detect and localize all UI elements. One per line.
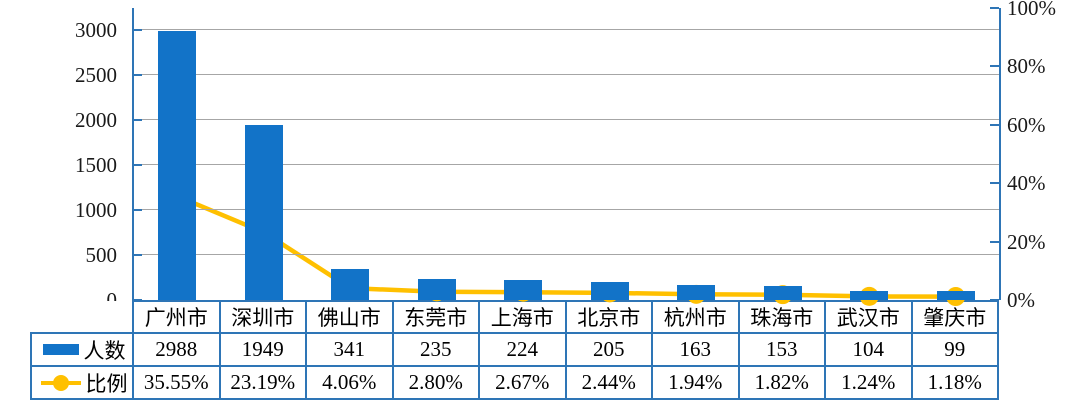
y-right-label: 100% [1007,0,1056,20]
percent-cell: 1.82% [737,365,826,400]
bar-佛山市 [331,269,370,300]
bar-series-swatch-icon [42,344,79,355]
count-cell: 1949 [218,332,307,367]
count-cell: 235 [391,332,480,367]
right-axis-tick [990,240,999,243]
city-cell: 北京市 [564,300,653,334]
bar-上海市 [504,279,543,300]
gridline [134,164,999,165]
percent-cell: 4.06% [305,365,394,400]
left-axis-tick [134,119,142,121]
bar-武汉市 [850,290,889,300]
city-cell: 珠海市 [737,300,826,334]
city-cell: 广州市 [132,300,221,334]
left-axis-tick [134,74,142,76]
y-right-label: 20% [1007,229,1046,254]
right-axis-tick [990,65,999,68]
right-axis-tick [990,7,999,9]
bar-肇庆市 [936,291,975,300]
right-axis-tick [990,182,999,185]
count-cell: 341 [305,332,394,367]
empty-corner-cell [31,301,133,333]
y-left-label: 500 [85,243,118,267]
city-cell: 武汉市 [824,300,913,334]
count-cell: 205 [564,332,653,367]
percent-cell: 35.55% [132,365,221,400]
count-cell: 104 [824,332,913,367]
percent-cell: 2.44% [564,365,653,400]
ratio-line [176,194,956,299]
gridline [134,254,999,255]
bar-series-label: 人数 [83,338,126,363]
legend-renshu-cell: 人数 [30,332,134,367]
left-axis-tick [134,29,142,31]
percent-cell: 2.80% [391,365,480,400]
y-right-label: 0% [1007,288,1035,312]
bar-广州市 [158,31,197,300]
left-axis-tick [134,164,142,166]
city-cell: 上海市 [478,300,567,334]
y-axis-left-labels: 0 500 1000 1500 2000 2500 3000 [0,8,124,311]
gridline [134,209,999,210]
y-right-label: 40% [1007,171,1046,196]
left-axis-tick [134,209,142,211]
count-cell: 163 [651,332,740,367]
percent-cell: 1.18% [910,365,999,400]
percent-cell: 1.24% [824,365,913,400]
y-left-label: 0 [106,288,118,312]
y-left-label: 1500 [75,153,117,177]
gridline [134,29,999,30]
right-axis-tick [990,299,999,301]
bar-深圳市 [244,124,283,300]
legend-bili-cell: 比例 [30,365,134,400]
gridline [134,119,999,120]
bar-东莞市 [417,278,456,300]
percent-row: 比例 35.55% 23.19% 4.06% 2.80% 2.67% 2.44% 1.94%… [30,365,999,400]
left-axis-tick [134,254,142,256]
city-cell: 东莞市 [391,300,480,334]
y-right-label: 80% [1007,54,1046,79]
percent-cell: 23.19% [218,365,307,400]
right-axis-tick [990,123,999,126]
plot-area [132,7,1001,307]
count-row: 人数 2988 1949 341 235 224 205 163 153 104 99 [30,332,999,367]
gridline [134,74,999,75]
y-axis-right-labels: 0% 20% 40% 60% 80% 100% [1007,0,1079,311]
y-left-label: 3000 [75,18,117,42]
y-right-label: 60% [1007,112,1046,137]
bar-珠海市 [763,286,802,300]
line-series-label: 比例 [85,371,128,396]
chart-data-table: 广州市 深圳市 佛山市 东莞市 上海市 北京市 杭州市 珠海市 武汉市 肇庆市 人数 2988 19… [30,300,999,400]
city-cell: 佛山市 [305,300,394,334]
count-cell: 2988 [132,332,221,367]
left-axis-tick [134,299,142,301]
city-cell: 深圳市 [218,300,307,334]
y-left-label: 2000 [75,108,117,132]
line-series-swatch-icon [40,374,81,391]
count-cell: 224 [478,332,567,367]
bar-北京市 [590,281,629,300]
bar-杭州市 [677,285,716,300]
y-left-label: 1000 [75,198,117,222]
y-left-label: 2500 [75,63,117,87]
city-header-row: 广州市 深圳市 佛山市 东莞市 上海市 北京市 杭州市 珠海市 武汉市 肇庆市 [31,300,999,334]
city-cell: 杭州市 [651,300,740,334]
percent-cell: 2.67% [478,365,567,400]
count-cell: 99 [910,332,999,367]
percent-cell: 1.94% [651,365,740,400]
count-cell: 153 [737,332,826,367]
